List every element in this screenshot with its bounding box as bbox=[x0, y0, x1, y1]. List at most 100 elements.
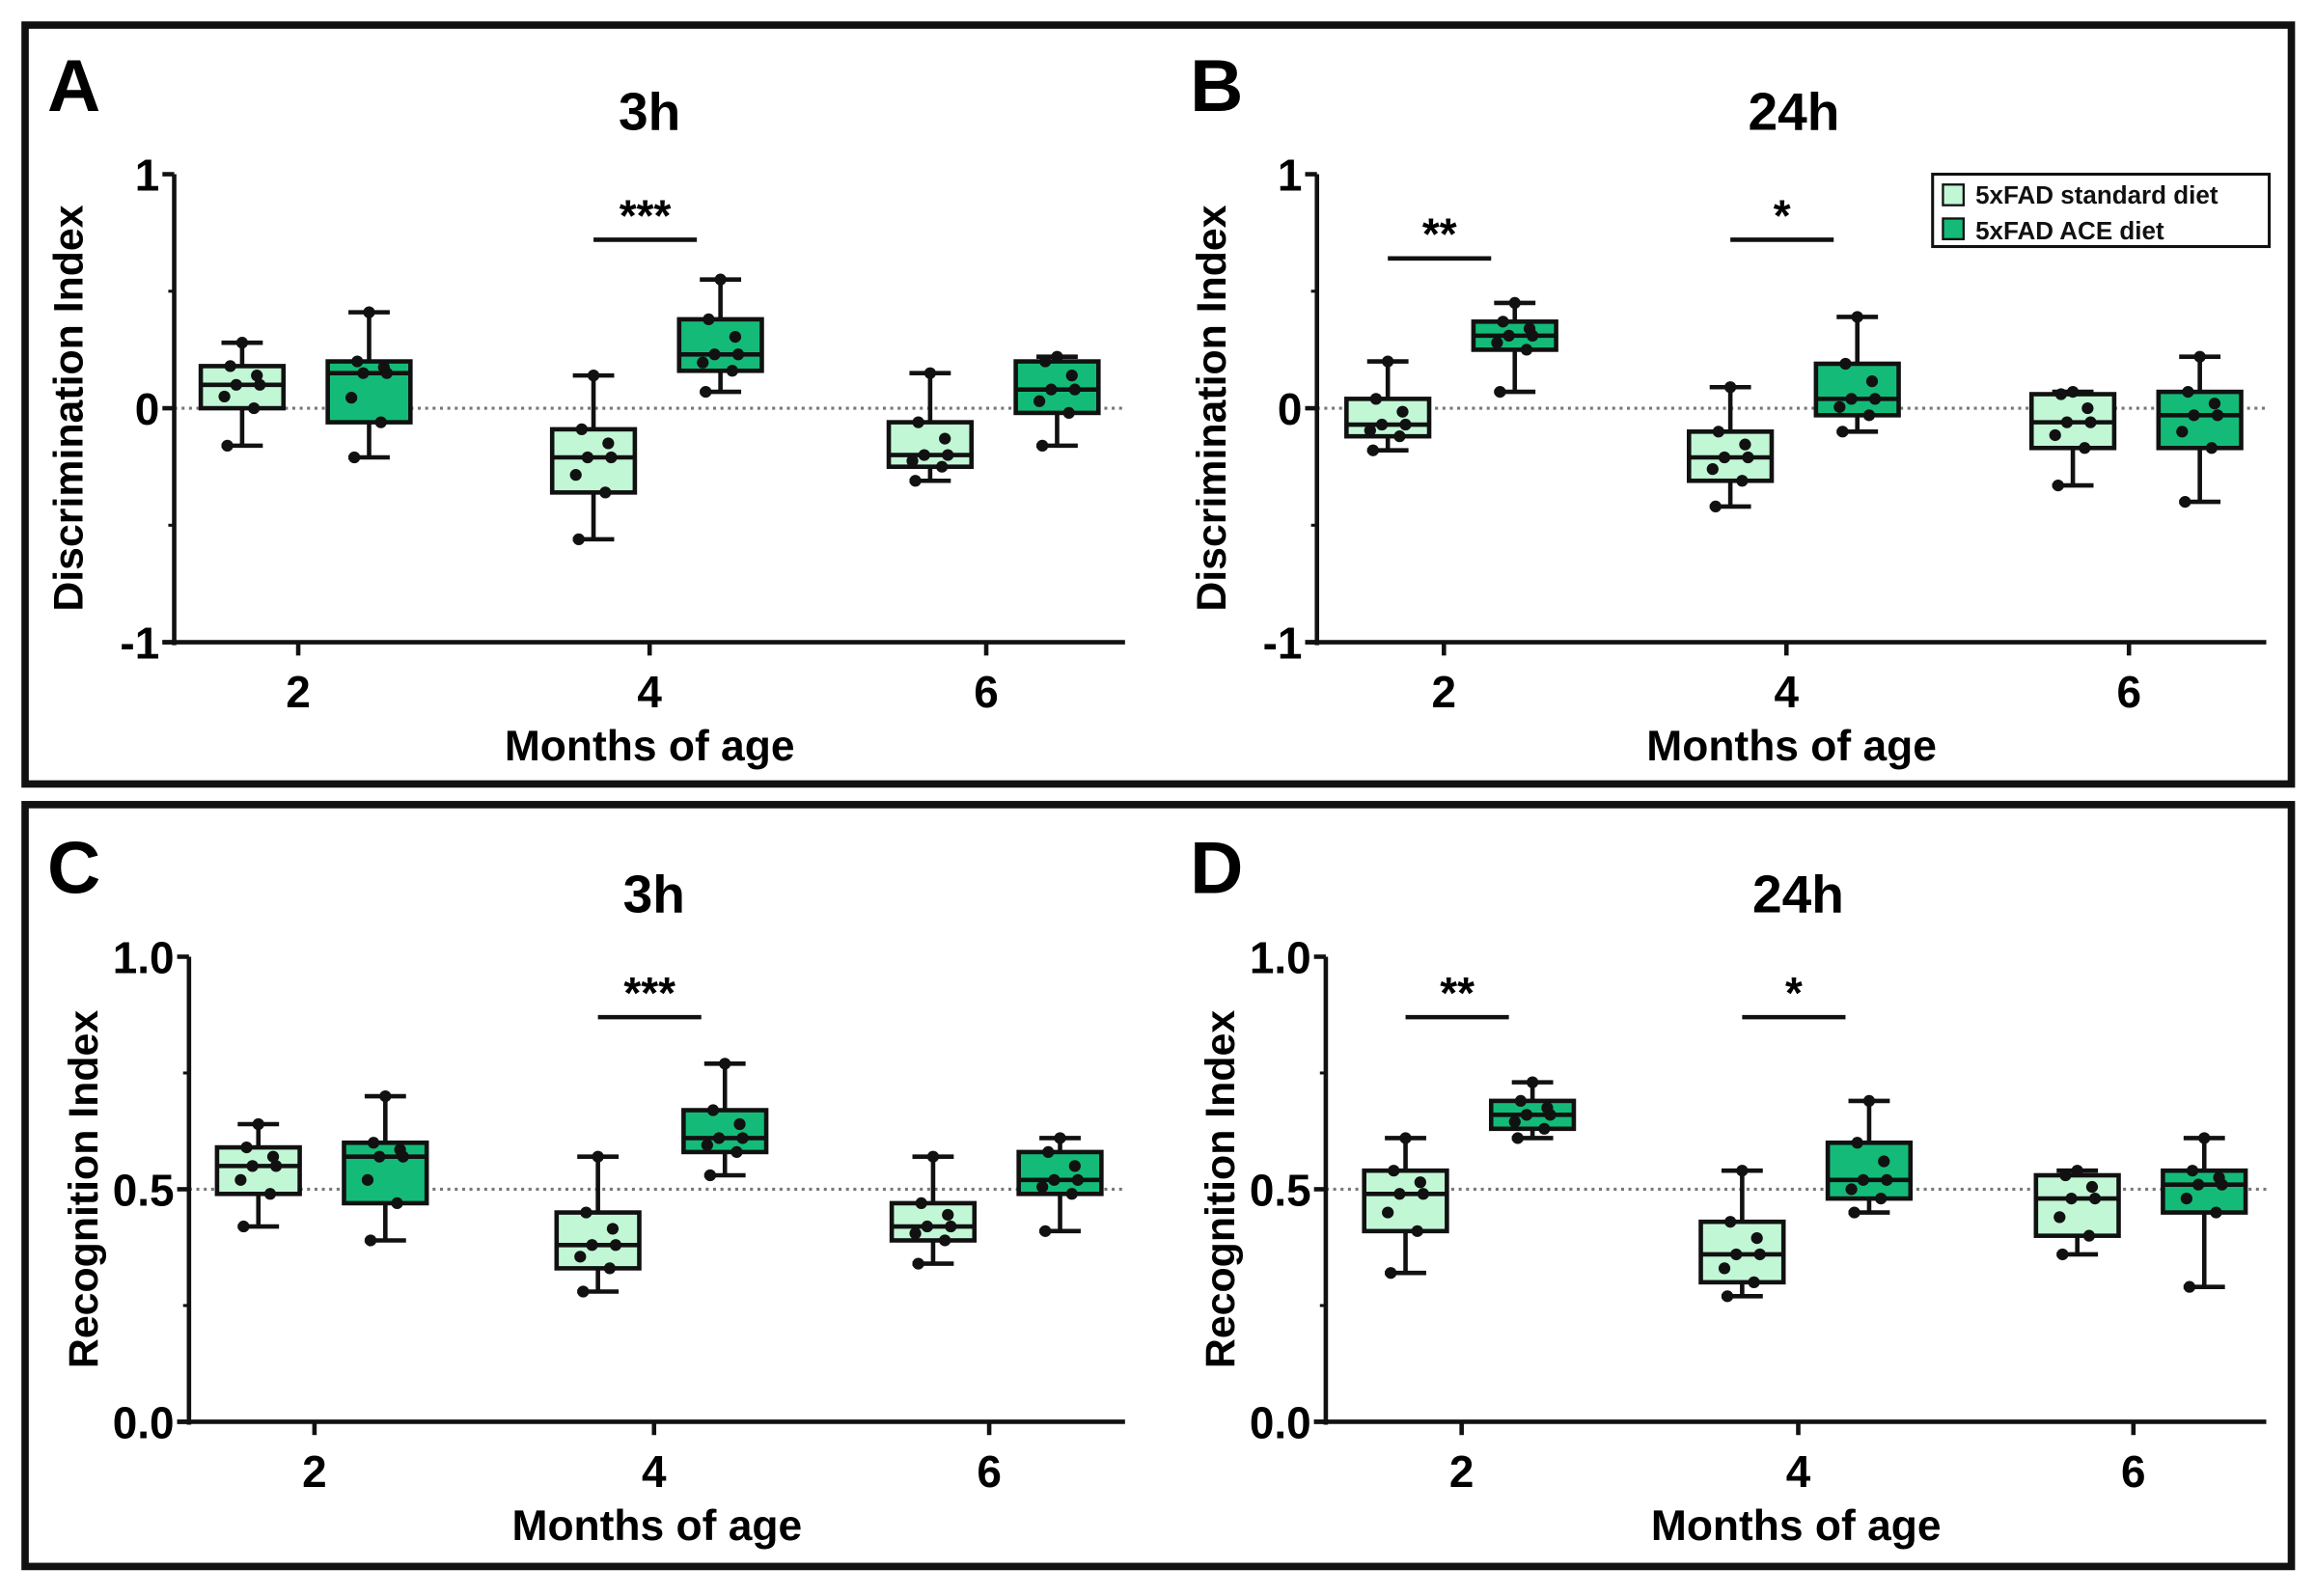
data-point bbox=[2180, 1192, 2193, 1205]
box-ace-4 bbox=[1825, 1094, 1914, 1219]
box-iqr bbox=[1813, 361, 1901, 418]
data-point bbox=[1706, 462, 1719, 476]
data-point bbox=[1366, 444, 1379, 456]
data-point bbox=[1393, 430, 1406, 443]
data-point bbox=[1875, 1192, 1888, 1205]
data-point bbox=[221, 439, 234, 452]
data-point bbox=[2208, 398, 2221, 410]
data-point bbox=[1048, 1173, 1061, 1186]
data-point bbox=[1065, 1188, 1078, 1200]
data-point bbox=[2071, 1165, 2083, 1177]
data-point bbox=[1068, 383, 1081, 396]
data-point bbox=[909, 1227, 922, 1240]
data-point bbox=[575, 423, 588, 436]
data-point bbox=[1868, 393, 1882, 405]
data-point bbox=[2183, 1280, 2196, 1293]
data-point bbox=[1399, 418, 1412, 431]
data-point bbox=[1036, 439, 1049, 452]
data-point bbox=[1036, 1180, 1049, 1194]
data-point bbox=[592, 1150, 604, 1163]
data-point bbox=[605, 451, 618, 464]
box-iqr bbox=[2033, 1172, 2121, 1238]
data-point bbox=[248, 401, 261, 415]
data-point bbox=[1736, 475, 1749, 487]
data-point bbox=[373, 1150, 386, 1163]
data-point bbox=[1388, 1165, 1400, 1177]
box-ace-4 bbox=[676, 273, 764, 399]
data-point bbox=[2081, 401, 2094, 415]
data-point bbox=[1385, 1267, 1397, 1280]
panel-letter: C bbox=[47, 828, 100, 910]
data-point bbox=[1851, 1137, 1863, 1149]
data-point bbox=[912, 1257, 924, 1270]
data-point bbox=[942, 1208, 954, 1222]
data-point bbox=[2079, 442, 2091, 454]
significance-label: *** bbox=[623, 968, 675, 1018]
data-point bbox=[357, 367, 370, 379]
box-iqr bbox=[198, 364, 287, 411]
box-iqr bbox=[214, 1144, 302, 1197]
data-point bbox=[703, 313, 715, 326]
data-point bbox=[731, 348, 745, 361]
legend-swatch-standard bbox=[1942, 183, 1966, 206]
data-point bbox=[1839, 357, 1852, 371]
x-tick-label: 4 bbox=[637, 667, 662, 717]
data-point bbox=[1753, 1248, 1766, 1261]
data-point bbox=[1039, 1225, 1052, 1237]
box-iqr bbox=[2156, 389, 2244, 451]
x-tick-label: 2 bbox=[302, 1446, 327, 1497]
data-point bbox=[1411, 1225, 1423, 1237]
data-point bbox=[2052, 479, 2064, 492]
panel-title: 3h bbox=[619, 82, 680, 142]
data-point bbox=[2192, 1178, 2205, 1191]
data-point bbox=[2065, 1192, 2078, 1205]
data-point bbox=[1033, 395, 1046, 407]
data-point bbox=[1520, 344, 1533, 356]
y-tick-label: 0.5 bbox=[113, 1165, 175, 1215]
box-iqr bbox=[681, 1108, 769, 1155]
data-point bbox=[1051, 350, 1063, 363]
box-iqr bbox=[1344, 397, 1432, 439]
data-point bbox=[587, 369, 600, 382]
panel-letter: A bbox=[47, 45, 100, 127]
data-point bbox=[915, 1197, 927, 1210]
significance-label: * bbox=[1774, 190, 1791, 240]
data-point bbox=[1382, 355, 1394, 368]
box-standard-6 bbox=[886, 367, 975, 487]
box-standard-4 bbox=[549, 369, 638, 545]
data-point bbox=[237, 1220, 250, 1233]
data-point bbox=[2179, 495, 2191, 509]
data-point bbox=[1364, 424, 1376, 437]
data-point bbox=[1393, 1188, 1406, 1200]
data-point bbox=[1511, 1132, 1524, 1144]
data-point bbox=[603, 1262, 616, 1275]
data-point bbox=[394, 1143, 406, 1156]
data-point bbox=[1730, 1248, 1743, 1261]
data-point bbox=[936, 460, 949, 473]
data-point bbox=[942, 449, 954, 461]
data-point bbox=[726, 365, 738, 377]
y-tick-label: 0.5 bbox=[1250, 1165, 1311, 1215]
data-point bbox=[926, 1150, 940, 1163]
data-point bbox=[1724, 381, 1737, 394]
y-tick-label: 0.0 bbox=[1250, 1397, 1311, 1447]
data-point bbox=[923, 367, 937, 379]
data-point bbox=[729, 330, 742, 344]
y-axis-label: Discrimination Index bbox=[1189, 205, 1235, 611]
data-point bbox=[2049, 428, 2061, 442]
data-point bbox=[1494, 385, 1506, 399]
data-point bbox=[1857, 1173, 1869, 1186]
data-point bbox=[2213, 1171, 2225, 1184]
data-point bbox=[361, 1173, 374, 1186]
legend-swatch-ace bbox=[1942, 217, 1966, 241]
data-point bbox=[1845, 393, 1858, 405]
box-standard-2 bbox=[198, 337, 287, 452]
data-point bbox=[266, 1150, 280, 1163]
box-standard-4 bbox=[1698, 1165, 1786, 1303]
data-point bbox=[700, 385, 712, 399]
data-point bbox=[581, 451, 594, 464]
box-standard-2 bbox=[214, 1117, 302, 1233]
data-point bbox=[218, 390, 231, 403]
data-point bbox=[1836, 426, 1849, 438]
data-point bbox=[1045, 383, 1058, 396]
